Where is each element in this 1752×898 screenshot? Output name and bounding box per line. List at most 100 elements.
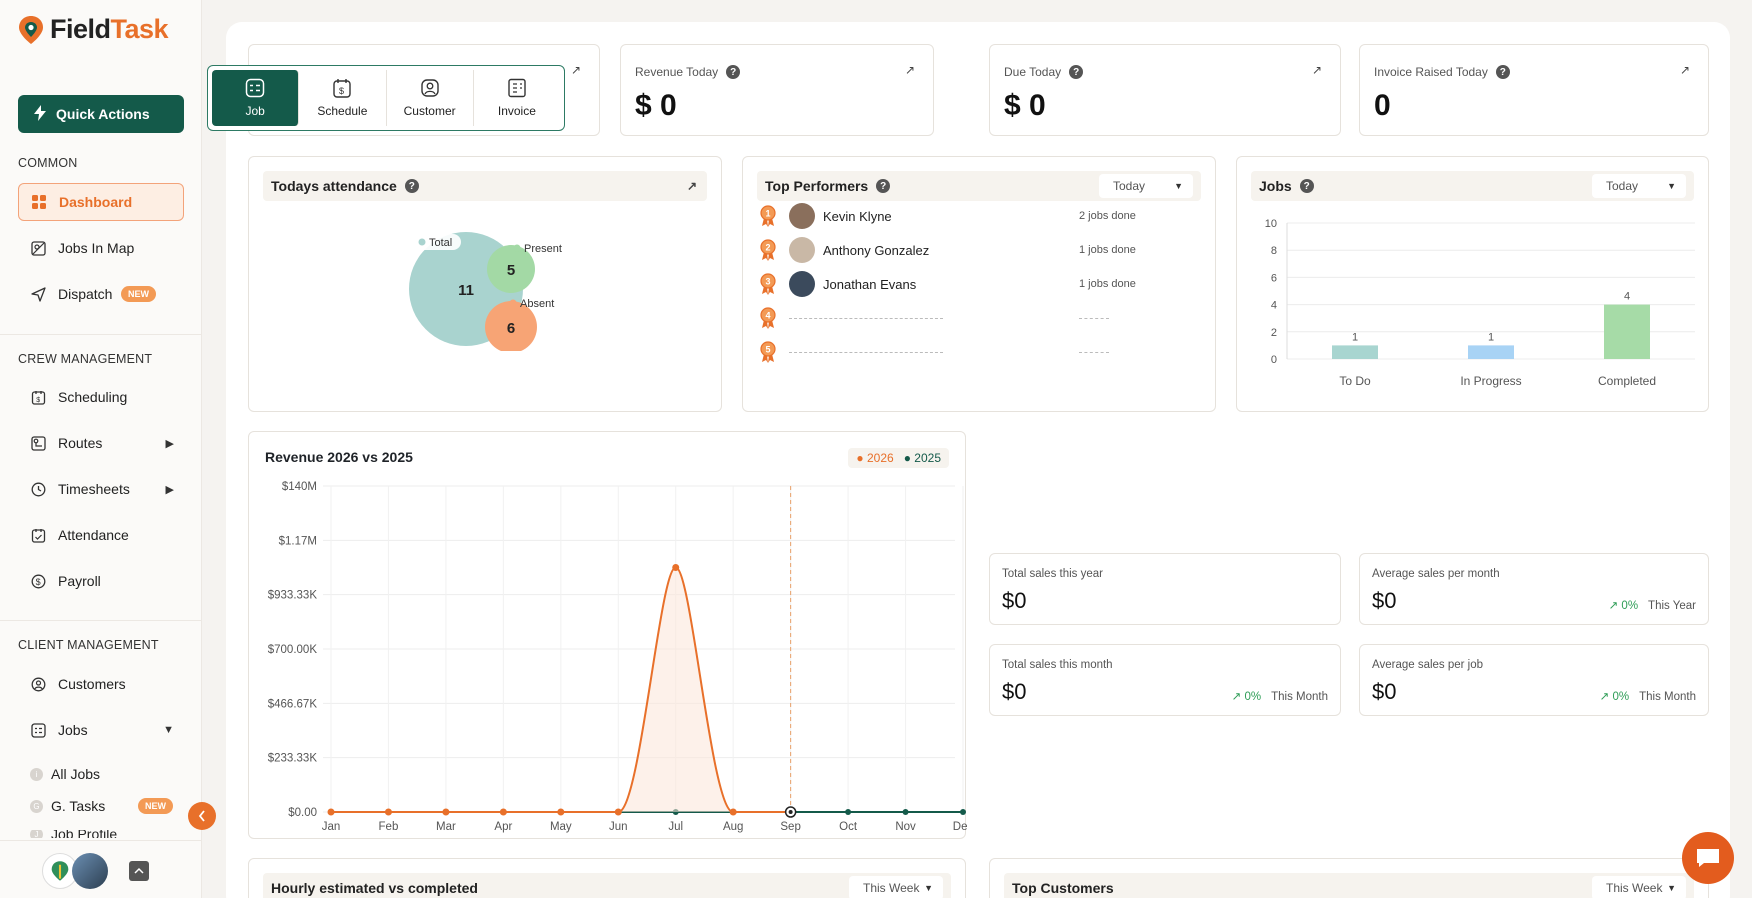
logo-pin-icon	[19, 15, 43, 44]
help-icon[interactable]: ?	[1069, 65, 1084, 79]
absent-bubble	[485, 301, 537, 351]
stat-label: Invoice Raised Today?	[1374, 65, 1510, 79]
hourly-card: Hourly estimated vs completed This Week ▼	[248, 858, 966, 898]
revenue-line-chart: $0.00 $233.33K $466.67K $700.00K $933.33K $1.…	[268, 481, 967, 833]
payroll-icon: $	[30, 573, 46, 589]
quick-actions-button[interactable]: Quick Actions	[18, 95, 184, 133]
open-external-icon[interactable]: ↗	[904, 63, 915, 77]
period-dropdown[interactable]: Today ▼	[1099, 174, 1193, 198]
new-badge: NEW	[138, 798, 173, 814]
sales-value: $0	[1372, 679, 1397, 704]
section-crew-management: CREW MANAGEMENT	[18, 352, 153, 366]
empty-placeholder	[1079, 351, 1109, 353]
series-2025-point	[960, 809, 966, 815]
y-tick-label: 10	[1265, 218, 1277, 230]
x-tick-label: Apr	[494, 821, 512, 833]
section-client-management: CLIENT MANAGEMENT	[18, 638, 159, 652]
absent-value: 6	[507, 320, 515, 337]
caret-down-icon: ▼	[1667, 883, 1676, 893]
revenue-card: Revenue 2026 vs 2025 ● 2026 ● 2025 $0.00…	[248, 431, 967, 839]
period-dropdown[interactable]: This Week ▼	[1592, 876, 1686, 898]
quick-action-customer[interactable]: Customer	[387, 70, 474, 126]
sales-tile-total-year: Total sales this year $0	[989, 553, 1341, 625]
sidebar-item-jobs-in-map[interactable]: Jobs In Map	[18, 229, 184, 267]
period-dropdown[interactable]: Today ▼	[1592, 174, 1686, 198]
open-external-icon[interactable]: ↗	[570, 63, 581, 77]
bar	[1468, 345, 1514, 359]
series-2025-point	[902, 809, 909, 815]
sidebar-item-routes[interactable]: Routes ▶	[18, 424, 184, 462]
performer-row[interactable]: 3 Jonathan Evans 1 jobs done	[759, 269, 1201, 299]
sidebar-item-customers[interactable]: Customers	[18, 665, 184, 703]
customer-icon	[420, 79, 439, 97]
sidebar-item-payroll[interactable]: $ Payroll	[18, 562, 184, 600]
y-tick-label: $233.33K	[268, 753, 318, 765]
open-external-icon[interactable]: ↗	[1679, 63, 1690, 77]
caret-down-icon: ▼	[924, 883, 933, 893]
sidebar-subitem-job-profile[interactable]: J Job Profile	[30, 830, 117, 838]
x-tick-label: May	[550, 821, 572, 833]
stat-card-invoice-raised: Invoice Raised Today? 0 ↗	[1359, 44, 1709, 136]
help-icon[interactable]: ?	[1299, 179, 1314, 193]
performer-row[interactable]: 2 Anthony Gonzalez 1 jobs done	[759, 235, 1201, 265]
avatar	[789, 237, 815, 263]
card-header: Top Performers? Today ▼	[757, 171, 1201, 201]
avatar[interactable]	[72, 853, 108, 889]
sidebar-item-dispatch[interactable]: Dispatch NEW	[18, 275, 184, 313]
new-badge: NEW	[121, 286, 156, 302]
sidebar-item-attendance[interactable]: Attendance	[18, 516, 184, 554]
collapse-sidebar-button[interactable]	[188, 802, 216, 830]
performer-row[interactable]: 5	[759, 337, 1201, 367]
sidebar-item-timesheets[interactable]: Timesheets ▶	[18, 470, 184, 508]
sidebar-item-jobs[interactable]: Jobs ▼	[18, 711, 184, 749]
expand-up-button[interactable]	[129, 861, 149, 881]
sales-value: $0	[1002, 588, 1027, 613]
x-tick-label: In Progress	[1460, 374, 1521, 388]
period-dropdown[interactable]: This Week ▼	[849, 876, 943, 898]
legend-item-2025[interactable]: ● 2025	[903, 451, 941, 465]
svg-text:$: $	[35, 577, 40, 587]
y-tick-label: $1.17M	[279, 535, 317, 547]
sales-tile-total-month: Total sales this month $0 ↗ 0% This Month	[989, 644, 1341, 716]
bar	[1604, 304, 1650, 359]
quick-action-invoice[interactable]: Invoice	[474, 70, 560, 126]
sidebar-divider	[0, 620, 202, 621]
y-tick-label: $466.67K	[268, 698, 318, 710]
performer-row[interactable]: 4	[759, 303, 1201, 333]
svg-text:$: $	[339, 86, 344, 96]
sidebar-subitem-g-tasks[interactable]: G G. Tasks	[30, 798, 105, 814]
quick-action-schedule[interactable]: $ Schedule	[299, 70, 387, 126]
performer-row[interactable]: 1 Kevin Klyne 2 jobs done	[759, 201, 1201, 231]
open-external-icon[interactable]: ↗	[686, 179, 697, 193]
sidebar-subitem-all-jobs[interactable]: i All Jobs	[30, 766, 100, 782]
bullet-icon: G	[30, 799, 43, 813]
help-icon[interactable]: ?	[1495, 65, 1510, 79]
present-dot	[513, 244, 521, 252]
card-header: Top Customers This Week ▼	[1004, 873, 1694, 898]
y-tick-label: 6	[1271, 272, 1277, 284]
help-icon[interactable]: ?	[726, 65, 741, 79]
legend-item-2026[interactable]: ● 2026	[856, 451, 894, 465]
y-tick-label: $700.00K	[268, 644, 318, 656]
help-icon[interactable]: ?	[876, 179, 891, 193]
sales-tile-avg-job: Average sales per job $0 ↗ 0% This Month	[1359, 644, 1709, 716]
dashboard-icon	[31, 194, 47, 210]
sidebar-item-scheduling[interactable]: $ Scheduling	[18, 378, 184, 416]
absent-label: Absent	[520, 298, 554, 310]
present-label: Present	[524, 243, 562, 255]
sales-label: Total sales this month	[1002, 659, 1113, 671]
logo[interactable]: FieldTask	[18, 14, 169, 45]
svg-text:2: 2	[765, 243, 770, 253]
quick-action-job[interactable]: Job	[212, 70, 300, 126]
invoice-icon	[508, 78, 526, 98]
help-icon[interactable]: ?	[404, 179, 419, 193]
sidebar-item-dashboard[interactable]: Dashboard	[18, 183, 184, 221]
y-tick-label: $140M	[282, 481, 317, 493]
stat-value: $ 0	[1004, 89, 1046, 122]
open-external-icon[interactable]: ↗	[1311, 63, 1322, 77]
org-logo-icon[interactable]	[42, 853, 78, 889]
chat-support-button[interactable]	[1682, 832, 1734, 884]
x-tick-label: Jul	[668, 821, 683, 833]
jobs-list-icon	[30, 722, 46, 738]
routes-icon	[30, 435, 46, 451]
